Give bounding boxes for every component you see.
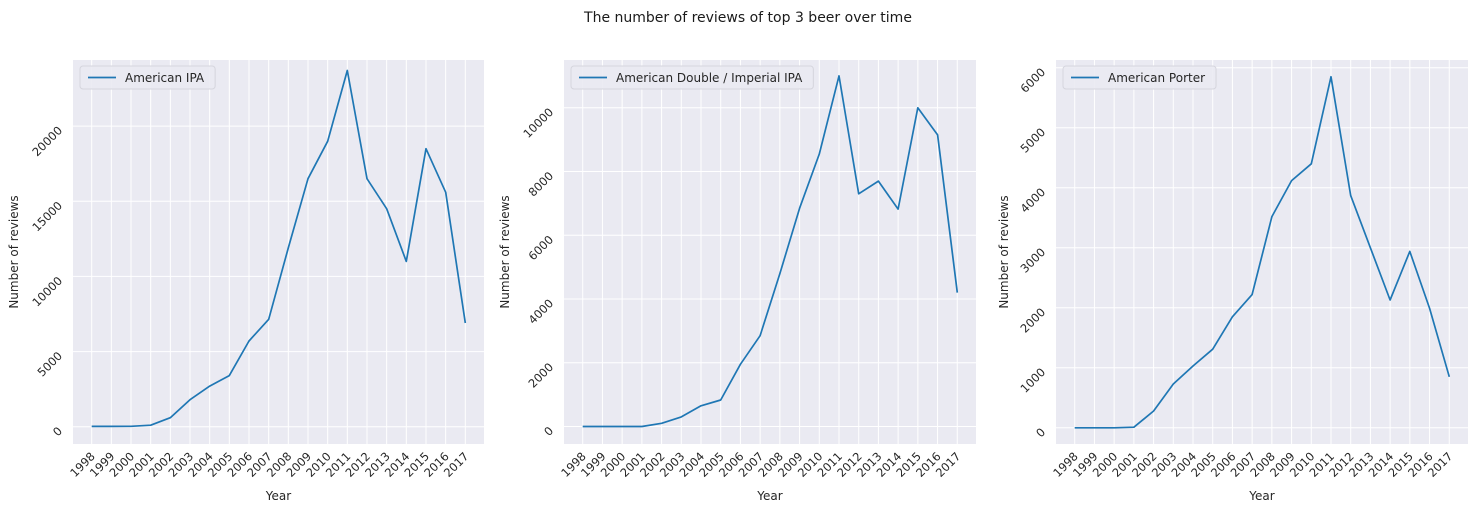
y-tick-label: 0	[1033, 425, 1048, 440]
y-tick-label: 3000	[1018, 245, 1049, 276]
legend-label: American Double / Imperial IPA	[616, 71, 803, 85]
legend: American Porter	[1062, 65, 1217, 90]
y-tick-label: 6000	[1018, 65, 1049, 96]
series-line	[91, 69, 467, 428]
y-tick-label: 1000	[1018, 365, 1049, 396]
y-tick-label: 15000	[29, 198, 65, 234]
series-line	[582, 75, 959, 428]
y-tick-label: 8000	[526, 169, 557, 200]
y-tick-label: 10000	[29, 274, 65, 310]
y-tick-label: 0	[50, 424, 65, 439]
y-tick-label: 6000	[526, 232, 557, 263]
legend-label: American IPA	[125, 71, 205, 85]
legend-label: American Porter	[1108, 71, 1205, 85]
x-axis-label: Year	[1248, 489, 1274, 503]
chart-panel-3: 1998199920002001200220032004200520062007…	[997, 60, 1468, 503]
y-tick-label: 10000	[520, 105, 556, 141]
x-axis-label: Year	[756, 489, 782, 503]
y-tick-label: 4000	[1018, 185, 1049, 216]
chart-panel-2: 1998199920002001200220032004200520062007…	[498, 60, 976, 503]
series-line	[1074, 75, 1451, 429]
y-tick-label: 2000	[526, 360, 557, 391]
legend-box	[570, 65, 814, 90]
figure-title: The number of reviews of top 3 beer over…	[583, 10, 912, 26]
chart-panel-1: 1998199920002001200220032004200520062007…	[7, 60, 484, 503]
plot-area	[564, 60, 976, 444]
y-axis-label: Number of reviews	[498, 195, 512, 308]
y-tick-label: 2000	[1018, 305, 1049, 336]
y-tick-label: 20000	[29, 123, 65, 159]
legend-box	[79, 65, 216, 90]
y-tick-label: 5000	[35, 349, 66, 380]
legend: American IPA	[79, 65, 216, 90]
legend: American Double / Imperial IPA	[570, 65, 814, 90]
y-axis-label: Number of reviews	[997, 195, 1011, 308]
y-tick-label: 5000	[1018, 125, 1049, 156]
x-axis-label: Year	[265, 489, 291, 503]
y-tick-label: 4000	[526, 296, 557, 327]
y-axis-label: Number of reviews	[7, 195, 21, 308]
y-tick-label: 0	[541, 424, 556, 439]
plot-area	[73, 60, 484, 444]
plot-area	[1056, 60, 1468, 444]
legend-box	[1062, 65, 1217, 90]
